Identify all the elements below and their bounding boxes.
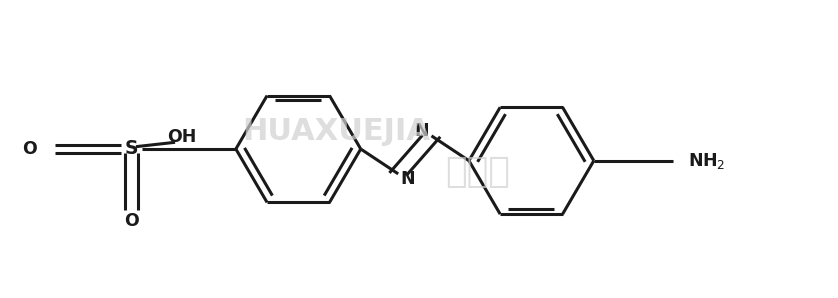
Text: O: O bbox=[124, 212, 139, 230]
Text: HUAXUEJIA: HUAXUEJIA bbox=[241, 117, 430, 146]
Text: NH$_2$: NH$_2$ bbox=[687, 151, 725, 171]
Text: 化学加: 化学加 bbox=[445, 155, 510, 190]
Text: S: S bbox=[125, 139, 138, 159]
Text: N: N bbox=[401, 170, 416, 188]
Text: O: O bbox=[22, 140, 37, 158]
Text: OH: OH bbox=[167, 128, 196, 146]
Text: N: N bbox=[414, 122, 429, 139]
